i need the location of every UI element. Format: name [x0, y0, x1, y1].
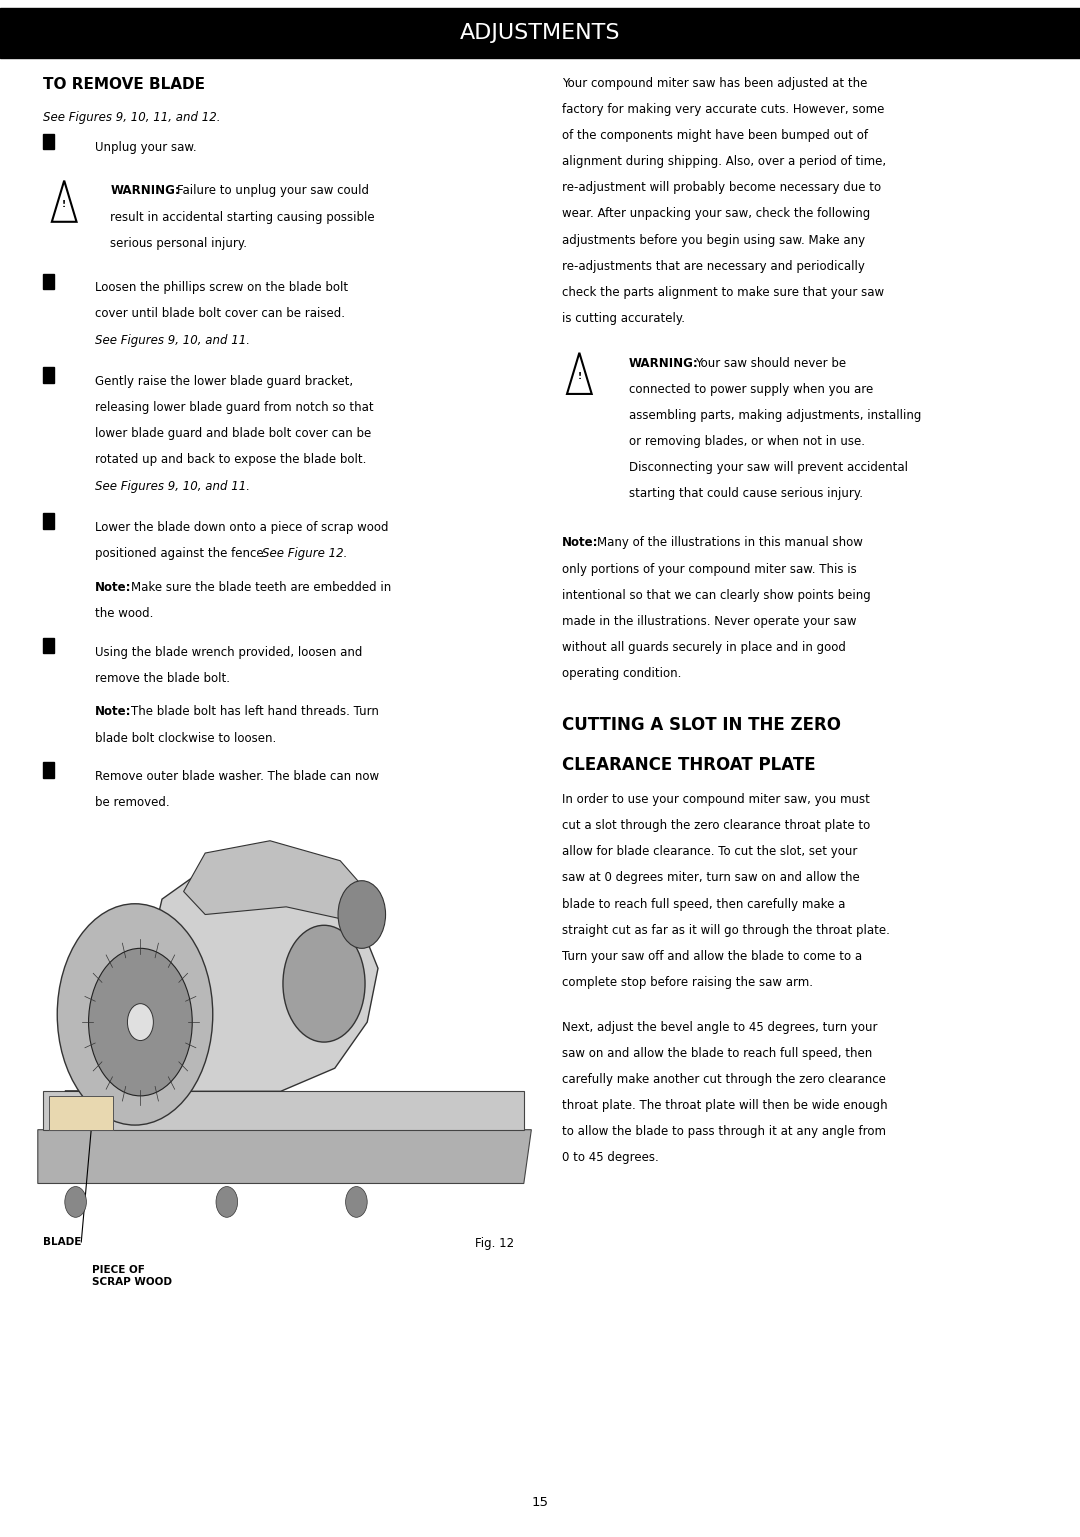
- Text: !: !: [578, 372, 581, 381]
- Text: Lower the blade down onto a piece of scrap wood: Lower the blade down onto a piece of scr…: [95, 521, 389, 533]
- Text: re-adjustments that are necessary and periodically: re-adjustments that are necessary and pe…: [562, 260, 864, 272]
- Text: 0 to 45 degrees.: 0 to 45 degrees.: [562, 1151, 659, 1164]
- Bar: [43, 638, 54, 653]
- Polygon shape: [43, 1091, 524, 1130]
- Text: Remove outer blade washer. The blade can now: Remove outer blade washer. The blade can…: [95, 770, 379, 782]
- Circle shape: [65, 1187, 86, 1217]
- Text: or removing blades, or when not in use.: or removing blades, or when not in use.: [629, 435, 865, 447]
- Text: carefully make another cut through the zero clearance: carefully make another cut through the z…: [562, 1073, 886, 1085]
- Polygon shape: [184, 841, 367, 922]
- Text: alignment during shipping. Also, over a period of time,: alignment during shipping. Also, over a …: [562, 155, 886, 168]
- Bar: [43, 513, 54, 529]
- Circle shape: [89, 948, 192, 1096]
- Text: TO REMOVE BLADE: TO REMOVE BLADE: [43, 77, 205, 92]
- Text: saw on and allow the blade to reach full speed, then: saw on and allow the blade to reach full…: [562, 1047, 872, 1059]
- Text: Note:: Note:: [95, 581, 132, 593]
- Polygon shape: [38, 1130, 531, 1183]
- Text: Failure to unplug your saw could: Failure to unplug your saw could: [177, 184, 369, 197]
- Text: be removed.: be removed.: [95, 796, 170, 808]
- Text: See Figures 9, 10, and 11.: See Figures 9, 10, and 11.: [95, 480, 251, 492]
- Polygon shape: [49, 1096, 113, 1130]
- Text: WARNING:: WARNING:: [629, 357, 699, 369]
- Text: throat plate. The throat plate will then be wide enough: throat plate. The throat plate will then…: [562, 1099, 888, 1111]
- Text: serious personal injury.: serious personal injury.: [110, 237, 247, 249]
- Text: of the components might have been bumped out of: of the components might have been bumped…: [562, 129, 867, 141]
- Text: made in the illustrations. Never operate your saw: made in the illustrations. Never operate…: [562, 615, 856, 627]
- Text: only portions of your compound miter saw. This is: only portions of your compound miter saw…: [562, 563, 856, 575]
- Text: the wood.: the wood.: [95, 607, 153, 619]
- Text: to allow the blade to pass through it at any angle from: to allow the blade to pass through it at…: [562, 1125, 886, 1137]
- Text: positioned against the fence.: positioned against the fence.: [95, 547, 271, 559]
- Text: assembling parts, making adjustments, installing: assembling parts, making adjustments, in…: [629, 409, 921, 421]
- Circle shape: [57, 904, 213, 1125]
- Text: See Figures 9, 10, and 11.: See Figures 9, 10, and 11.: [95, 334, 251, 346]
- Text: Note:: Note:: [562, 536, 598, 549]
- Text: See Figure 12.: See Figure 12.: [262, 547, 348, 559]
- Text: CLEARANCE THROAT PLATE: CLEARANCE THROAT PLATE: [562, 756, 815, 775]
- Text: blade to reach full speed, then carefully make a: blade to reach full speed, then carefull…: [562, 898, 845, 910]
- Text: Turn your saw off and allow the blade to come to a: Turn your saw off and allow the blade to…: [562, 950, 862, 962]
- Text: Fig. 12: Fig. 12: [475, 1237, 514, 1250]
- Text: Disconnecting your saw will prevent accidental: Disconnecting your saw will prevent acci…: [629, 461, 907, 473]
- Text: In order to use your compound miter saw, you must: In order to use your compound miter saw,…: [562, 793, 869, 805]
- Circle shape: [338, 881, 386, 948]
- Text: allow for blade clearance. To cut the slot, set your: allow for blade clearance. To cut the sl…: [562, 845, 856, 858]
- Text: check the parts alignment to make sure that your saw: check the parts alignment to make sure t…: [562, 286, 883, 298]
- Text: blade bolt clockwise to loosen.: blade bolt clockwise to loosen.: [95, 732, 276, 744]
- Text: lower blade guard and blade bolt cover can be: lower blade guard and blade bolt cover c…: [95, 427, 372, 440]
- Text: wear. After unpacking your saw, check the following: wear. After unpacking your saw, check th…: [562, 207, 869, 220]
- Circle shape: [216, 1187, 238, 1217]
- Text: releasing lower blade guard from notch so that: releasing lower blade guard from notch s…: [95, 401, 374, 413]
- Text: cut a slot through the zero clearance throat plate to: cut a slot through the zero clearance th…: [562, 819, 869, 832]
- Text: factory for making very accurate cuts. However, some: factory for making very accurate cuts. H…: [562, 103, 883, 115]
- Text: saw at 0 degrees miter, turn saw on and allow the: saw at 0 degrees miter, turn saw on and …: [562, 871, 860, 884]
- Text: CUTTING A SLOT IN THE ZERO: CUTTING A SLOT IN THE ZERO: [562, 716, 840, 735]
- Text: without all guards securely in place and in good: without all guards securely in place and…: [562, 641, 846, 653]
- Circle shape: [283, 925, 365, 1042]
- Bar: [43, 134, 54, 149]
- Text: Gently raise the lower blade guard bracket,: Gently raise the lower blade guard brack…: [95, 375, 353, 387]
- Text: complete stop before raising the saw arm.: complete stop before raising the saw arm…: [562, 976, 812, 988]
- Text: Your compound miter saw has been adjusted at the: Your compound miter saw has been adjuste…: [562, 77, 867, 89]
- Text: adjustments before you begin using saw. Make any: adjustments before you begin using saw. …: [562, 234, 865, 246]
- Text: See Figures 9, 10, 11, and 12.: See Figures 9, 10, 11, and 12.: [43, 111, 220, 123]
- Text: Loosen the phillips screw on the blade bolt: Loosen the phillips screw on the blade b…: [95, 281, 348, 294]
- Text: Unplug your saw.: Unplug your saw.: [95, 141, 197, 154]
- Text: Many of the illustrations in this manual show: Many of the illustrations in this manual…: [597, 536, 863, 549]
- Text: Make sure the blade teeth are embedded in: Make sure the blade teeth are embedded i…: [131, 581, 391, 593]
- Text: straight cut as far as it will go through the throat plate.: straight cut as far as it will go throug…: [562, 924, 890, 936]
- Text: PIECE OF
SCRAP WOOD: PIECE OF SCRAP WOOD: [92, 1265, 172, 1286]
- Text: The blade bolt has left hand threads. Turn: The blade bolt has left hand threads. Tu…: [131, 705, 379, 718]
- Text: intentional so that we can clearly show points being: intentional so that we can clearly show …: [562, 589, 870, 601]
- Text: is cutting accurately.: is cutting accurately.: [562, 312, 685, 324]
- Bar: [43, 367, 54, 383]
- Polygon shape: [65, 861, 378, 1091]
- Text: Note:: Note:: [95, 705, 132, 718]
- Bar: [0, 8, 1080, 58]
- Text: !: !: [63, 200, 66, 209]
- Circle shape: [346, 1187, 367, 1217]
- Text: Using the blade wrench provided, loosen and: Using the blade wrench provided, loosen …: [95, 646, 363, 658]
- Text: cover until blade bolt cover can be raised.: cover until blade bolt cover can be rais…: [95, 307, 345, 320]
- Text: connected to power supply when you are: connected to power supply when you are: [629, 383, 873, 395]
- Text: starting that could cause serious injury.: starting that could cause serious injury…: [629, 487, 863, 500]
- Text: BLADE: BLADE: [43, 1237, 82, 1248]
- Text: Your saw should never be: Your saw should never be: [696, 357, 847, 369]
- Text: remove the blade bolt.: remove the blade bolt.: [95, 672, 230, 684]
- Circle shape: [127, 1004, 153, 1041]
- Bar: [43, 762, 54, 778]
- Text: rotated up and back to expose the blade bolt.: rotated up and back to expose the blade …: [95, 453, 366, 466]
- Text: Next, adjust the bevel angle to 45 degrees, turn your: Next, adjust the bevel angle to 45 degre…: [562, 1021, 877, 1033]
- Text: WARNING:: WARNING:: [110, 184, 180, 197]
- Text: ADJUSTMENTS: ADJUSTMENTS: [460, 23, 620, 43]
- Text: 15: 15: [531, 1497, 549, 1509]
- Text: operating condition.: operating condition.: [562, 667, 681, 679]
- Bar: [43, 274, 54, 289]
- Text: result in accidental starting causing possible: result in accidental starting causing po…: [110, 211, 375, 223]
- Text: re-adjustment will probably become necessary due to: re-adjustment will probably become neces…: [562, 181, 880, 194]
